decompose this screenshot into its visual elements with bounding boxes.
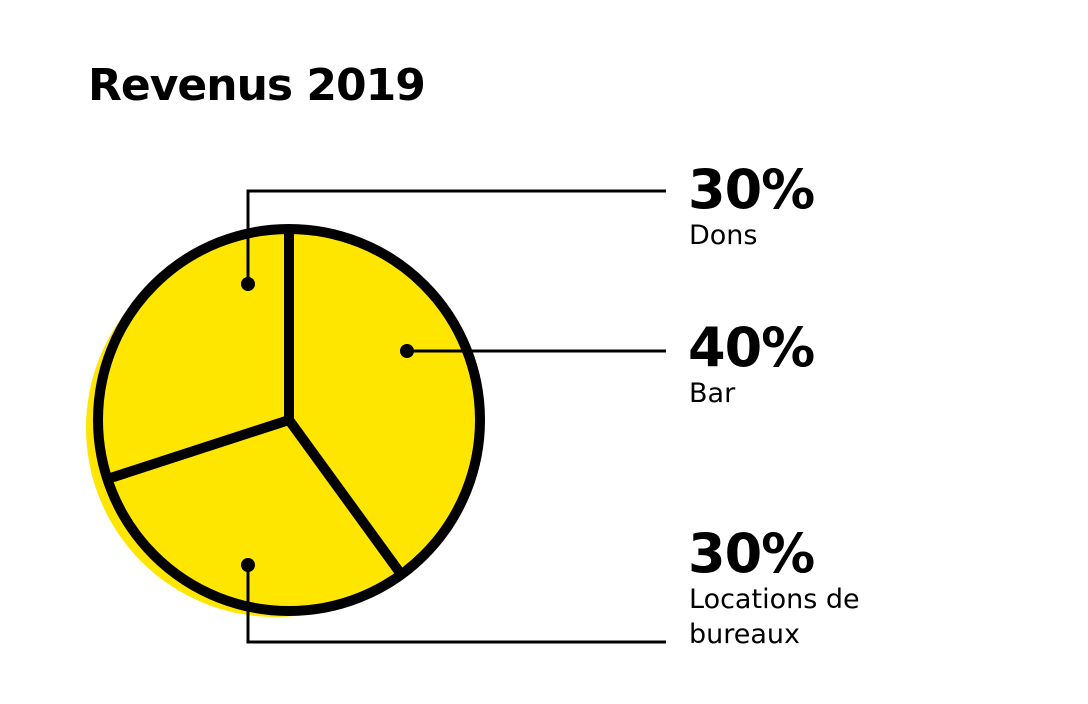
slice-dot-2 [241,558,255,572]
slice-boundary [284,417,406,578]
slice-dot-0 [241,277,255,291]
slice-category-label: Dons [689,220,758,251]
slice-dot-1 [400,344,414,358]
leader-line-2 [246,565,666,644]
slice-value-label: 40% [688,316,814,379]
leader-line-0 [246,189,666,284]
chart-title: Revenus 2019 [88,60,425,111]
leader-lines [241,189,666,644]
slice-category-label: Bar [689,378,736,409]
slice-boundary [105,415,291,484]
slice-value-label: 30% [688,522,814,585]
pie-outline [93,224,485,616]
slice-value-label: 30% [688,158,814,221]
pie-layer [86,224,485,617]
slice-category-label: Locations de [689,584,860,615]
slice-category-label: bureaux [689,619,800,650]
